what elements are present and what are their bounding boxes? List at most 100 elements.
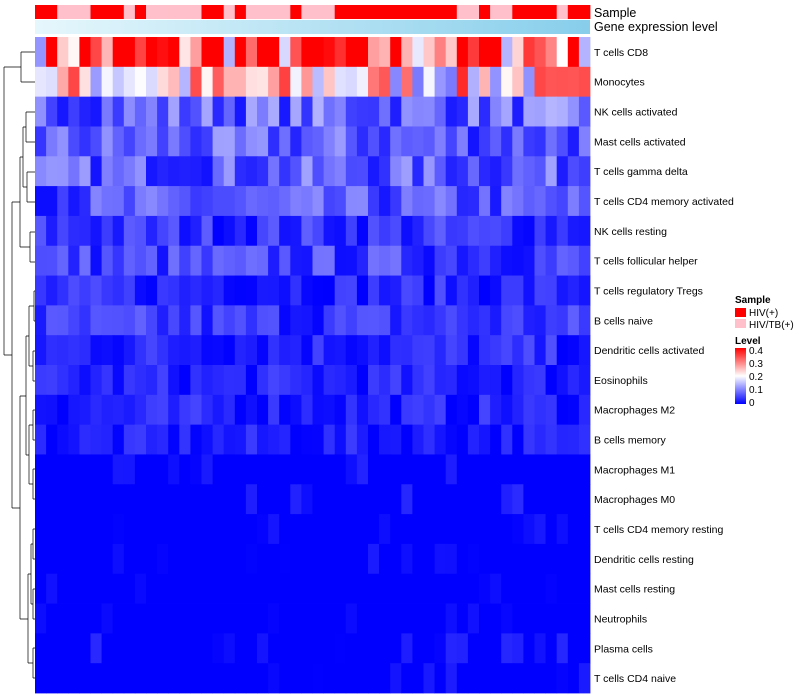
sample-annotation-cell xyxy=(467,5,480,19)
heatmap-cell xyxy=(112,186,125,217)
heatmap-cell xyxy=(201,186,213,217)
heatmap-cell xyxy=(146,66,158,98)
heatmap-cell xyxy=(534,365,546,396)
heatmap-cell xyxy=(35,543,47,575)
heatmap-cell xyxy=(35,514,47,545)
heatmap-cell xyxy=(57,514,69,545)
heatmap-cell xyxy=(423,126,435,157)
heatmap-cell xyxy=(445,186,458,217)
heatmap-cell xyxy=(512,663,524,694)
heatmap-cell xyxy=(323,603,336,634)
heatmap-cell xyxy=(390,543,402,575)
heatmap-cell xyxy=(323,275,336,306)
heatmap-cell xyxy=(401,633,413,664)
sample-annotation-cell xyxy=(512,5,524,19)
heatmap-cell xyxy=(401,186,413,217)
heatmap-cell xyxy=(323,484,336,515)
heatmap-cell xyxy=(290,186,302,217)
heatmap-cell xyxy=(90,156,102,187)
heatmap-cell xyxy=(279,335,291,366)
heatmap-cell xyxy=(223,37,236,68)
heatmap-cell xyxy=(179,126,191,157)
heatmap-cell xyxy=(523,663,535,694)
sample-annotation-cell xyxy=(301,5,313,19)
heatmap-cell xyxy=(79,126,91,157)
heatmap-cell xyxy=(390,514,402,545)
heatmap-cell xyxy=(257,126,269,157)
heatmap-cell xyxy=(101,66,114,98)
sample-annotation-cell xyxy=(245,5,258,19)
heatmap-cell xyxy=(234,186,247,217)
heatmap-cell xyxy=(290,573,302,604)
heatmap-cell xyxy=(434,514,447,545)
heatmap-cell xyxy=(212,394,225,426)
heatmap-cell xyxy=(168,543,180,575)
heatmap-cell xyxy=(368,365,380,396)
heatmap-cell xyxy=(556,424,569,455)
heatmap-cell xyxy=(245,543,258,575)
heatmap-cell xyxy=(578,424,591,455)
heatmap-cell xyxy=(234,394,247,426)
heatmap-cell xyxy=(578,394,591,426)
heatmap-cell xyxy=(245,305,258,336)
heatmap-cell xyxy=(123,245,136,276)
heatmap-cell xyxy=(179,335,191,366)
heatmap-cell xyxy=(90,603,102,634)
heatmap-cell xyxy=(379,66,391,98)
heatmap-cell xyxy=(146,454,158,485)
heatmap-cell xyxy=(257,156,269,187)
heatmap-cell xyxy=(57,275,69,306)
heatmap-cell xyxy=(523,215,535,247)
heatmap-cell xyxy=(68,394,80,426)
sample-annotation-cell xyxy=(556,5,569,19)
heatmap-cell xyxy=(501,394,513,426)
heatmap-cell xyxy=(312,633,324,664)
heatmap-cell xyxy=(456,37,469,68)
heatmap-cell xyxy=(245,96,258,127)
heatmap-cell xyxy=(301,663,313,694)
heatmap-cell xyxy=(179,573,191,604)
heatmap-cell xyxy=(268,37,280,68)
heatmap-cell xyxy=(512,543,524,575)
heatmap-cell xyxy=(567,424,580,455)
heatmap-cell xyxy=(245,66,258,98)
heatmap-cell xyxy=(268,543,280,575)
heatmap-cell xyxy=(456,245,469,276)
heatmap-cell xyxy=(123,215,136,247)
heatmap-cell xyxy=(290,96,302,127)
heatmap-cell xyxy=(556,543,569,575)
heatmap-cell xyxy=(201,66,213,98)
sample-annotation-cell xyxy=(334,5,347,19)
heatmap-cell xyxy=(456,275,469,306)
heatmap-cell xyxy=(501,424,513,455)
heatmap-cell xyxy=(190,454,202,485)
sample-annotation-cell xyxy=(368,5,380,19)
sample-annotation-bar xyxy=(35,5,591,19)
heatmap-cell xyxy=(90,394,102,426)
sample-annotation-cell xyxy=(201,5,213,19)
heatmap-cell xyxy=(201,156,213,187)
heatmap-cell xyxy=(223,484,236,515)
heatmap-cell xyxy=(545,543,558,575)
heatmap-cell xyxy=(556,514,569,545)
legend-label-hiv-tb: HIV/TB(+) xyxy=(749,320,794,331)
heatmap-cell xyxy=(512,186,524,217)
heatmap-cell xyxy=(434,603,447,634)
heatmap-cell xyxy=(101,454,114,485)
heatmap-cell xyxy=(545,37,558,68)
heatmap-cell xyxy=(412,335,424,366)
heatmap-cell xyxy=(467,156,480,187)
level-colorbar xyxy=(735,348,746,404)
heatmap-cell xyxy=(345,156,358,187)
heatmap-cell xyxy=(57,573,69,604)
heatmap-cell xyxy=(234,603,247,634)
heatmap-cell xyxy=(368,484,380,515)
heatmap-cell xyxy=(146,305,158,336)
heatmap-cell xyxy=(501,543,513,575)
heatmap-cell xyxy=(35,156,47,187)
heatmap-cell xyxy=(146,335,158,366)
heatmap-cell xyxy=(479,215,491,247)
heatmap-cell xyxy=(290,543,302,575)
heatmap-cell xyxy=(68,66,80,98)
heatmap-cell xyxy=(512,156,524,187)
